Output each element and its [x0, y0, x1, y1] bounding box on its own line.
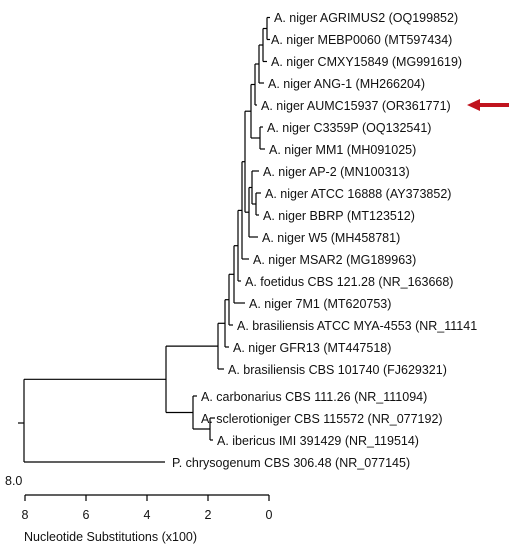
taxon-label: A. niger ATCC 16888 (AY373852) — [265, 187, 451, 201]
axis-tick-label: 2 — [205, 508, 212, 522]
taxon-label: A. carbonarius CBS 111.26 (NR_111094) — [201, 390, 427, 404]
axis-tick-label: 4 — [144, 508, 151, 522]
taxon-label: A. niger MSAR2 (MG189963) — [253, 253, 416, 267]
highlight-arrow-icon — [467, 99, 509, 111]
taxon-label: A. niger W5 (MH458781) — [262, 231, 400, 245]
taxon-label: A. niger BBRP (MT123512) — [263, 209, 415, 223]
taxon-label: P. chrysogenum CBS 306.48 (NR_077145) — [172, 456, 410, 470]
taxon-label: A. foetidus CBS 121.28 (NR_163668) — [245, 275, 453, 289]
taxon-label-highlighted: A. niger AUMC15937 (OR361771) — [261, 99, 451, 113]
taxon-label: A. niger AP-2 (MN100313) — [263, 165, 410, 179]
taxon-label: A. niger C3359P (OQ132541) — [267, 121, 431, 135]
axis-tick-label: 8 — [22, 508, 29, 522]
taxon-label: A. brasiliensis ATCC MYA-4553 (NR_11141 — [237, 319, 477, 333]
taxon-label: A. niger ANG-1 (MH266204) — [268, 77, 425, 91]
taxon-labels: A. niger AGRIMUS2 (OQ199852) A. niger ME… — [172, 11, 477, 470]
axis-tick-label: 0 — [266, 508, 273, 522]
root-value-label: 8.0 — [5, 474, 22, 488]
taxon-label: A. brasiliensis CBS 101740 (FJ629321) — [228, 363, 447, 377]
tree-branches — [18, 16, 270, 463]
taxon-label: A. ibericus IMI 391429 (NR_119514) — [217, 434, 419, 448]
taxon-label: A. niger 7M1 (MT620753) — [249, 297, 391, 311]
axis-label: Nucleotide Substitutions (x100) — [24, 530, 197, 544]
taxon-label: A. niger MEBP0060 (MT597434) — [271, 33, 452, 47]
taxon-label: A. sclerotioniger CBS 115572 (NR_077192) — [201, 412, 443, 426]
taxon-label: A. niger AGRIMUS2 (OQ199852) — [274, 11, 458, 25]
taxon-label: A. niger MM1 (MH091025) — [269, 143, 416, 157]
taxon-label: A. niger CMXY15849 (MG991619) — [271, 55, 462, 69]
scale-axis: 8 6 4 2 0 Nucleotide Substitutions (x100… — [22, 494, 273, 544]
taxon-label: A. niger GFR13 (MT447518) — [233, 341, 391, 355]
axis-tick-label: 6 — [83, 508, 90, 522]
